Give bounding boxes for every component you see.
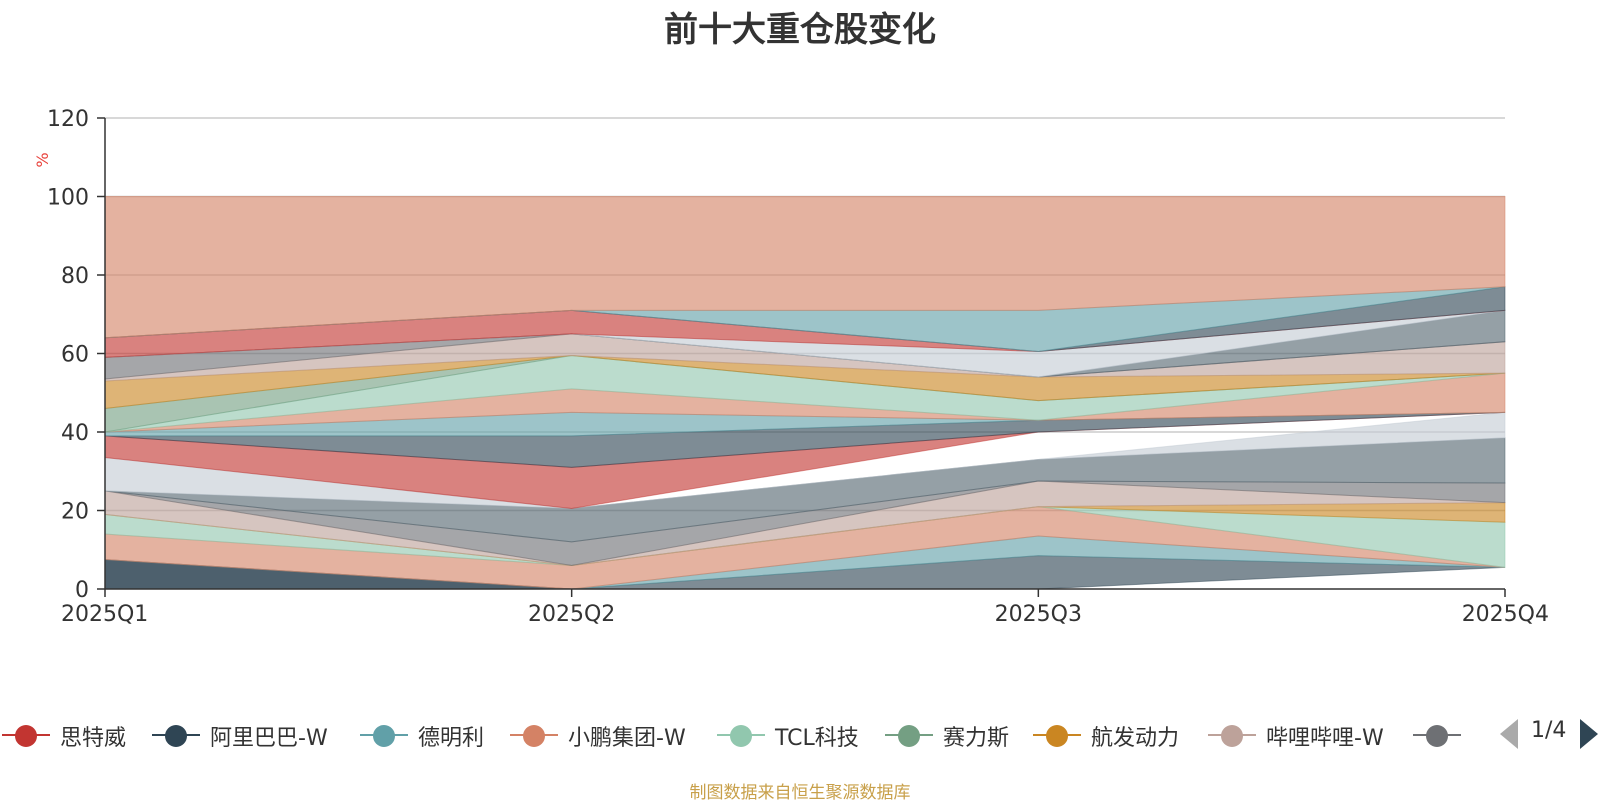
legend-dot-icon bbox=[730, 725, 752, 747]
legend-label: 赛力斯 bbox=[943, 726, 1010, 751]
x-tick-label: 2025Q2 bbox=[528, 602, 615, 627]
legend-prev-page-icon[interactable] bbox=[1500, 719, 1518, 749]
legend-dot-icon bbox=[523, 725, 545, 747]
legend-label: TCL科技 bbox=[775, 726, 859, 751]
legend-dot-icon bbox=[898, 725, 920, 747]
area-band-y bbox=[104, 196, 1506, 339]
legend-dot-icon bbox=[165, 725, 187, 747]
legend-dot-icon bbox=[15, 725, 37, 747]
legend: 思特威 阿里巴巴-W 德明利 小鹏集团-W TCL科技 赛力斯 航发动力 哔哩哔哩-W bbox=[0, 715, 1600, 755]
legend-dot-icon bbox=[373, 725, 395, 747]
legend-dot-icon bbox=[1426, 725, 1448, 747]
legend-dot-icon bbox=[1046, 725, 1068, 747]
y-tick-label: 100 bbox=[47, 186, 89, 211]
legend-label: 思特威 bbox=[60, 726, 127, 751]
y-tick-label: 60 bbox=[61, 343, 89, 368]
y-tick-label: 80 bbox=[61, 264, 89, 289]
y-tick-label: 0 bbox=[75, 578, 89, 603]
legend-dot-icon bbox=[1221, 725, 1243, 747]
axes: 0 20 40 60 80 100 120 2025Q1 2025Q2 2025Q3 2025Q4 bbox=[47, 107, 1549, 627]
legend-label: 哔哩哔哩-W bbox=[1266, 726, 1384, 751]
legend-next-page-icon[interactable] bbox=[1580, 719, 1598, 749]
legend-page-indicator: 1/4 bbox=[1531, 718, 1567, 743]
legend-label: 德明利 bbox=[418, 726, 485, 751]
data-source-note: 制图数据来自恒生聚源数据库 bbox=[689, 783, 911, 803]
x-tick-label: 2025Q1 bbox=[61, 602, 148, 627]
legend-label: 航发动力 bbox=[1091, 726, 1180, 751]
y-tick-label: 40 bbox=[61, 421, 89, 446]
y-tick-label: 120 bbox=[47, 107, 89, 132]
legend-label: 阿里巴巴-W bbox=[210, 726, 328, 751]
y-tick-label: 20 bbox=[61, 500, 89, 525]
legend-label: 小鹏集团-W bbox=[568, 726, 686, 751]
area-bands bbox=[104, 196, 1506, 590]
x-tick-label: 2025Q3 bbox=[995, 602, 1082, 627]
area-band-j bbox=[104, 411, 1506, 510]
y-axis-unit-label: % bbox=[33, 152, 52, 167]
x-tick-label: 2025Q4 bbox=[1462, 602, 1549, 627]
chart-title: 前十大重仓股变化 bbox=[664, 10, 936, 50]
